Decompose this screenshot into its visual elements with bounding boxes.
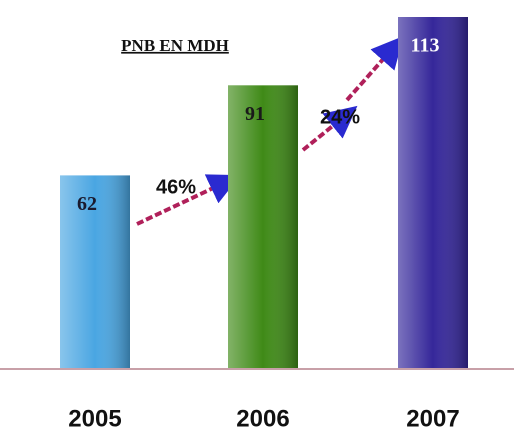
bar-shine — [60, 175, 130, 368]
data-label: 113 — [411, 35, 440, 57]
x-tick-label: 2006 — [236, 405, 289, 432]
growth-arrow — [136, 174, 241, 226]
growth-arrow — [301, 105, 358, 152]
growth-label: 24% — [320, 106, 360, 128]
growth-label: 46% — [156, 176, 196, 198]
x-tick-label: 2007 — [406, 405, 459, 432]
chart-title: PNB EN MDH — [121, 36, 229, 55]
growth-arrow — [345, 36, 404, 102]
bar-shine — [228, 85, 298, 369]
x-tick-label: 2005 — [68, 405, 121, 432]
data-label: 62 — [77, 193, 97, 215]
data-label: 91 — [245, 103, 265, 125]
bar-shine — [398, 17, 468, 368]
